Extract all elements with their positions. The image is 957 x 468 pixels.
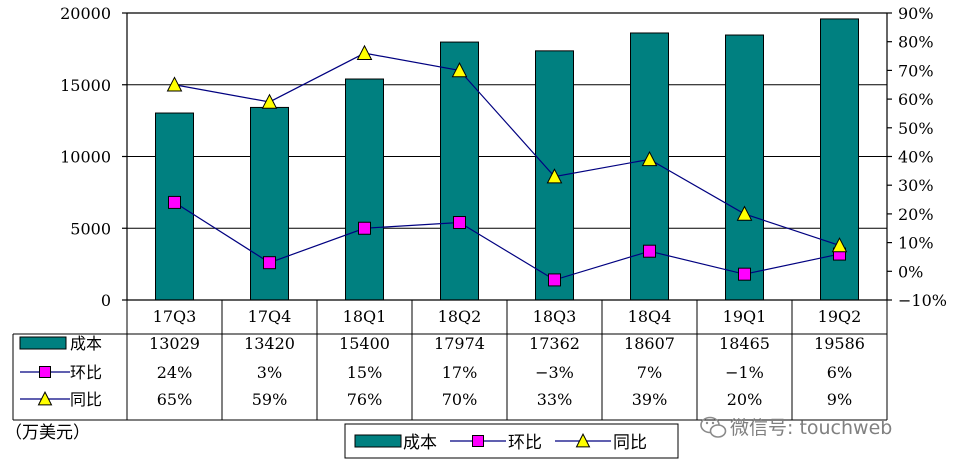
x-tick-label: 17Q4 bbox=[248, 307, 292, 326]
square-marker bbox=[168, 195, 181, 209]
square-marker bbox=[548, 273, 561, 287]
table-cell: 7% bbox=[637, 363, 662, 382]
bar bbox=[440, 41, 479, 301]
right-tick-label: 70% bbox=[898, 61, 934, 80]
table-cell: 3% bbox=[257, 363, 282, 382]
bar bbox=[345, 78, 384, 301]
right-axis-ticks: −10% 0% 10% 20% 30% 40% 50% 60% 70% 80% 90% bbox=[887, 4, 947, 310]
table-cell: 70% bbox=[442, 390, 478, 409]
wechat-icon bbox=[700, 416, 727, 438]
left-tick-label: 0 bbox=[101, 291, 111, 310]
table-cell: 17% bbox=[442, 363, 478, 382]
table-cell: 19586 bbox=[814, 334, 865, 353]
right-tick-label: 10% bbox=[898, 234, 934, 253]
left-axis-ticks: 0 5000 10000 15000 20000 bbox=[60, 4, 127, 310]
triangle-marker bbox=[166, 76, 183, 92]
left-tick-label: 20000 bbox=[60, 4, 111, 23]
legend-label: 同比 bbox=[613, 433, 647, 453]
x-tick-label: 19Q2 bbox=[818, 307, 862, 326]
x-tick-label: 19Q1 bbox=[723, 307, 767, 326]
x-tick-label: 18Q3 bbox=[533, 307, 577, 326]
left-tick-label: 10000 bbox=[60, 148, 111, 167]
series-lines bbox=[166, 44, 848, 287]
table-cell: 33% bbox=[537, 390, 573, 409]
triangle-marker bbox=[546, 168, 563, 184]
x-tick-label: 18Q4 bbox=[628, 307, 672, 326]
table-cell: −1% bbox=[725, 363, 764, 382]
triangle-marker bbox=[831, 237, 848, 253]
triangle-marker bbox=[261, 93, 278, 109]
triangle-marker bbox=[37, 391, 53, 406]
table-cell: 13420 bbox=[244, 334, 295, 353]
gridlines bbox=[127, 12, 887, 229]
series-line bbox=[174, 52, 840, 247]
table-series-name: 成本 bbox=[70, 334, 102, 353]
right-tick-label: 90% bbox=[898, 4, 934, 23]
data-table: 17Q3 17Q4 18Q1 18Q2 18Q3 18Q4 19Q1 19Q2 成本 13029 1… bbox=[12, 300, 888, 421]
table-cell: 15% bbox=[347, 363, 383, 382]
triangle-marker bbox=[736, 205, 753, 221]
table-key-bar bbox=[19, 336, 67, 350]
table-series-name: 环比 bbox=[70, 363, 102, 382]
table-cell: −3% bbox=[535, 363, 574, 382]
table-series-name: 同比 bbox=[70, 390, 102, 409]
watermark-text: 微信号: touchweb bbox=[730, 417, 892, 439]
square-marker bbox=[263, 256, 276, 270]
right-tick-label: 20% bbox=[898, 205, 934, 224]
right-tick-label: 40% bbox=[898, 148, 934, 167]
square-marker bbox=[472, 435, 484, 447]
right-tick-label: 50% bbox=[898, 119, 934, 138]
table-cell: 13029 bbox=[149, 334, 200, 353]
right-tick-label: 80% bbox=[898, 33, 934, 52]
unit-label: （万美元） bbox=[5, 423, 90, 443]
table-cell: 20% bbox=[727, 390, 763, 409]
table-cell: 17974 bbox=[434, 334, 485, 353]
square-marker bbox=[453, 216, 466, 230]
square-marker bbox=[39, 366, 51, 378]
watermark: 微信号: touchweb bbox=[700, 416, 892, 439]
triangle-marker bbox=[451, 62, 468, 78]
table-cell: 65% bbox=[157, 390, 193, 409]
table-cell: 76% bbox=[347, 390, 383, 409]
series-line bbox=[174, 201, 840, 281]
triangle-marker bbox=[641, 150, 658, 167]
square-marker bbox=[643, 244, 656, 258]
table-cell: 24% bbox=[157, 363, 193, 382]
table-cell: 6% bbox=[827, 363, 852, 382]
legend-key-bar bbox=[354, 434, 402, 448]
x-tick-label: 18Q2 bbox=[438, 307, 482, 326]
table-cell: 39% bbox=[632, 390, 668, 409]
square-marker bbox=[738, 267, 751, 281]
table-cell: 18465 bbox=[719, 334, 770, 353]
legend: 成本 环比 同比 bbox=[344, 423, 679, 459]
x-tick-label: 17Q3 bbox=[153, 307, 197, 326]
table-cell: 9% bbox=[827, 390, 852, 409]
right-tick-label: 30% bbox=[898, 176, 934, 195]
bar bbox=[725, 34, 764, 301]
square-marker bbox=[358, 221, 371, 235]
right-tick-label: 0% bbox=[898, 262, 923, 281]
table-cell: 59% bbox=[252, 390, 288, 409]
triangle-marker bbox=[356, 44, 373, 60]
left-tick-label: 15000 bbox=[60, 76, 111, 95]
bar bbox=[250, 106, 289, 301]
legend-label: 环比 bbox=[508, 433, 542, 453]
legend-label: 成本 bbox=[403, 433, 437, 453]
table-cell: 15400 bbox=[339, 334, 390, 353]
table-cell: 17362 bbox=[529, 334, 580, 353]
right-tick-label: −10% bbox=[898, 291, 947, 310]
table-cell: 18607 bbox=[624, 334, 675, 353]
triangle-marker bbox=[575, 433, 591, 448]
left-tick-label: 5000 bbox=[70, 219, 111, 238]
right-tick-label: 60% bbox=[898, 90, 934, 109]
x-tick-label: 18Q1 bbox=[343, 307, 387, 326]
